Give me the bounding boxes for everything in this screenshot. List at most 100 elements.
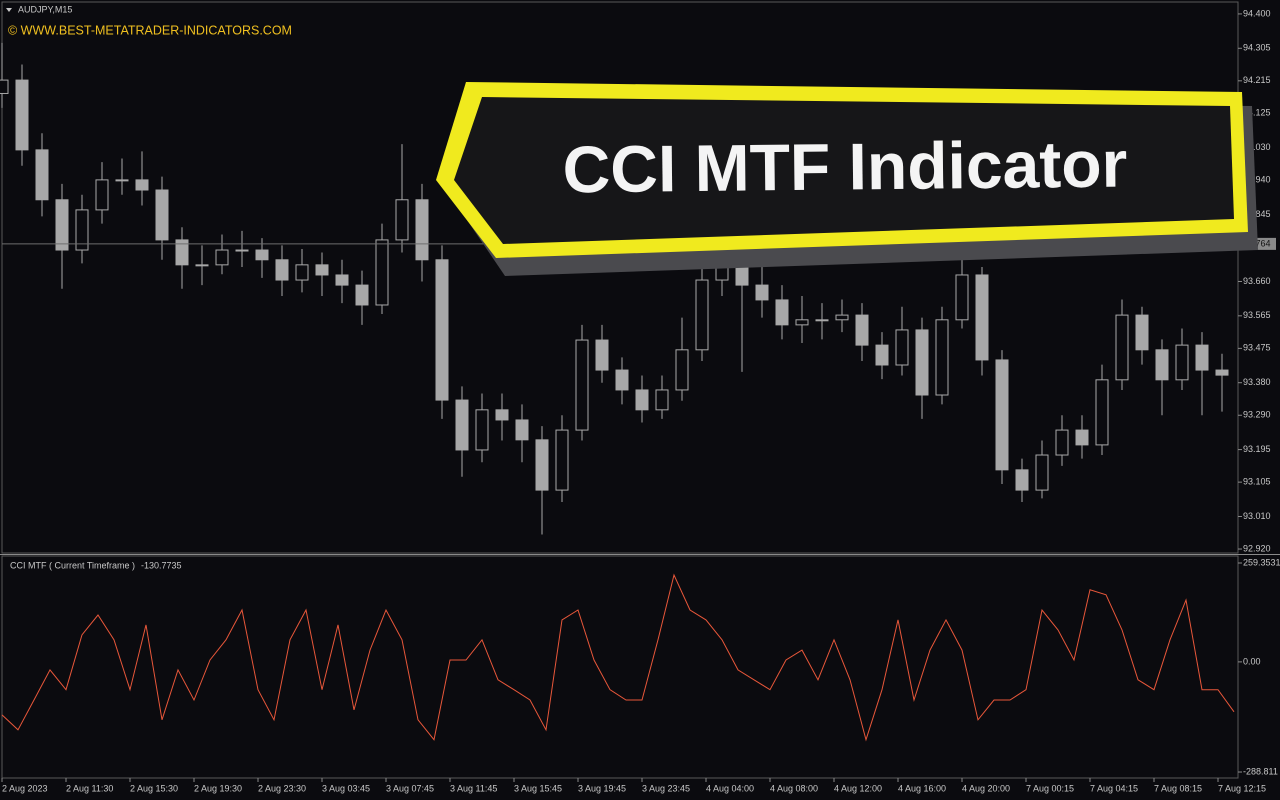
candle-body [935, 319, 949, 396]
candle-body [1215, 369, 1229, 376]
candle-body [1095, 379, 1109, 446]
candle-body [15, 79, 29, 151]
candle-body [1115, 314, 1129, 381]
x-tick-label: 3 Aug 15:45 [514, 783, 562, 793]
x-tick-label: 2 Aug 11:30 [66, 783, 113, 793]
candle-body [135, 179, 149, 191]
candle-body [955, 274, 969, 321]
x-tick-label: 4 Aug 12:00 [834, 783, 882, 793]
candle-body [355, 284, 369, 306]
y-tick-label: 94.215 [1243, 75, 1271, 85]
cci-line [1, 573, 1235, 742]
y-tick-label: 92.920 [1243, 543, 1271, 553]
y-tick-label: 93.845 [1243, 209, 1271, 219]
candle-body [75, 209, 89, 251]
x-tick-label: 7 Aug 04:15 [1090, 783, 1138, 793]
candle-body [915, 329, 929, 396]
candle-body [995, 359, 1009, 471]
candle-body [0, 79, 9, 94]
x-tick-label: 2 Aug 2023 [2, 783, 48, 793]
y-tick-label: 94.125 [1243, 108, 1271, 118]
candle-body [175, 239, 189, 266]
candle-body [535, 439, 549, 491]
indicator-title: CCI MTF ( Current Timeframe ) [10, 560, 135, 570]
candle-body [735, 254, 749, 286]
candle-body [255, 249, 269, 261]
candle-body [495, 409, 509, 421]
indicator-panel-frame [1, 555, 1239, 779]
candle-body [835, 314, 849, 321]
candle-body [595, 339, 609, 371]
candle-body [155, 189, 169, 241]
y-tick-label: 93.010 [1243, 511, 1271, 521]
candle-body [115, 179, 129, 182]
watermark: © WWW.BEST-METATRADER-INDICATORS.COM [8, 23, 292, 37]
candle-body [715, 254, 729, 281]
candle-body [475, 409, 489, 451]
x-tick-label: 3 Aug 11:45 [450, 783, 497, 793]
candle-body [655, 389, 669, 411]
candle-body [395, 199, 409, 241]
y-tick-label: 93.290 [1243, 410, 1271, 420]
candle-body [275, 259, 289, 281]
candle-body [1055, 429, 1069, 456]
candle-body [315, 264, 329, 276]
candle-body [1195, 344, 1209, 371]
candle-body [815, 319, 829, 322]
y-tick-label: 93.940 [1243, 175, 1271, 185]
candle-body [695, 279, 709, 351]
candle-body [375, 239, 389, 306]
candle-body [1015, 469, 1029, 491]
candle-body [335, 274, 349, 286]
candle-body [195, 264, 209, 267]
x-tick-label: 4 Aug 16:00 [898, 783, 946, 793]
x-tick-label: 4 Aug 20:00 [962, 783, 1010, 793]
candle-body [1135, 314, 1149, 351]
candle-body [615, 369, 629, 391]
candle-body [895, 329, 909, 366]
candle-body [235, 249, 249, 252]
last-price-label: 93.764 [1243, 238, 1271, 248]
y-tick-label: 259.3531 [1243, 557, 1280, 567]
y-tick-label: 94.305 [1243, 43, 1271, 53]
x-tick-label: 4 Aug 08:00 [770, 783, 818, 793]
candle-body [515, 419, 529, 441]
candle-body [295, 264, 309, 281]
x-tick-label: 7 Aug 08:15 [1154, 783, 1202, 793]
x-tick-label: 2 Aug 23:30 [258, 783, 306, 793]
candle-body [55, 199, 69, 251]
candle-body [675, 349, 689, 391]
candle-body [795, 319, 809, 326]
candle-body [1155, 349, 1169, 381]
x-tick-label: 2 Aug 15:30 [130, 783, 178, 793]
x-tick-label: 3 Aug 07:45 [386, 783, 434, 793]
x-tick-label: 2 Aug 19:30 [194, 783, 242, 793]
symbol-title: AUDJPY,M15 [18, 4, 72, 14]
candle-body [635, 389, 649, 411]
candle-body [875, 344, 889, 366]
x-tick-label: 4 Aug 04:00 [706, 783, 754, 793]
x-tick-label: 3 Aug 19:45 [578, 783, 626, 793]
y-tick-label: 93.660 [1243, 276, 1271, 286]
symbol-menu-icon [6, 8, 12, 12]
y-tick-label: 93.195 [1243, 444, 1271, 454]
candle-body [95, 179, 109, 211]
candle-body [975, 274, 989, 361]
y-tick-label: 93.565 [1243, 310, 1271, 320]
candle-body [435, 259, 449, 401]
candle-body [575, 339, 589, 431]
candle-body [775, 299, 789, 326]
candle-body [1075, 429, 1089, 446]
x-tick-label: 7 Aug 12:15 [1218, 783, 1266, 793]
x-tick-label: 7 Aug 00:15 [1026, 783, 1074, 793]
y-tick-label: 94.400 [1243, 8, 1271, 18]
y-tick-label: 93.380 [1243, 377, 1271, 387]
candle-body [35, 149, 49, 201]
y-tick-label: 93.475 [1243, 343, 1271, 353]
candle-body [1175, 344, 1189, 381]
y-tick-label: 93.105 [1243, 477, 1271, 487]
candle-body [855, 314, 869, 346]
candle-body [415, 199, 429, 261]
